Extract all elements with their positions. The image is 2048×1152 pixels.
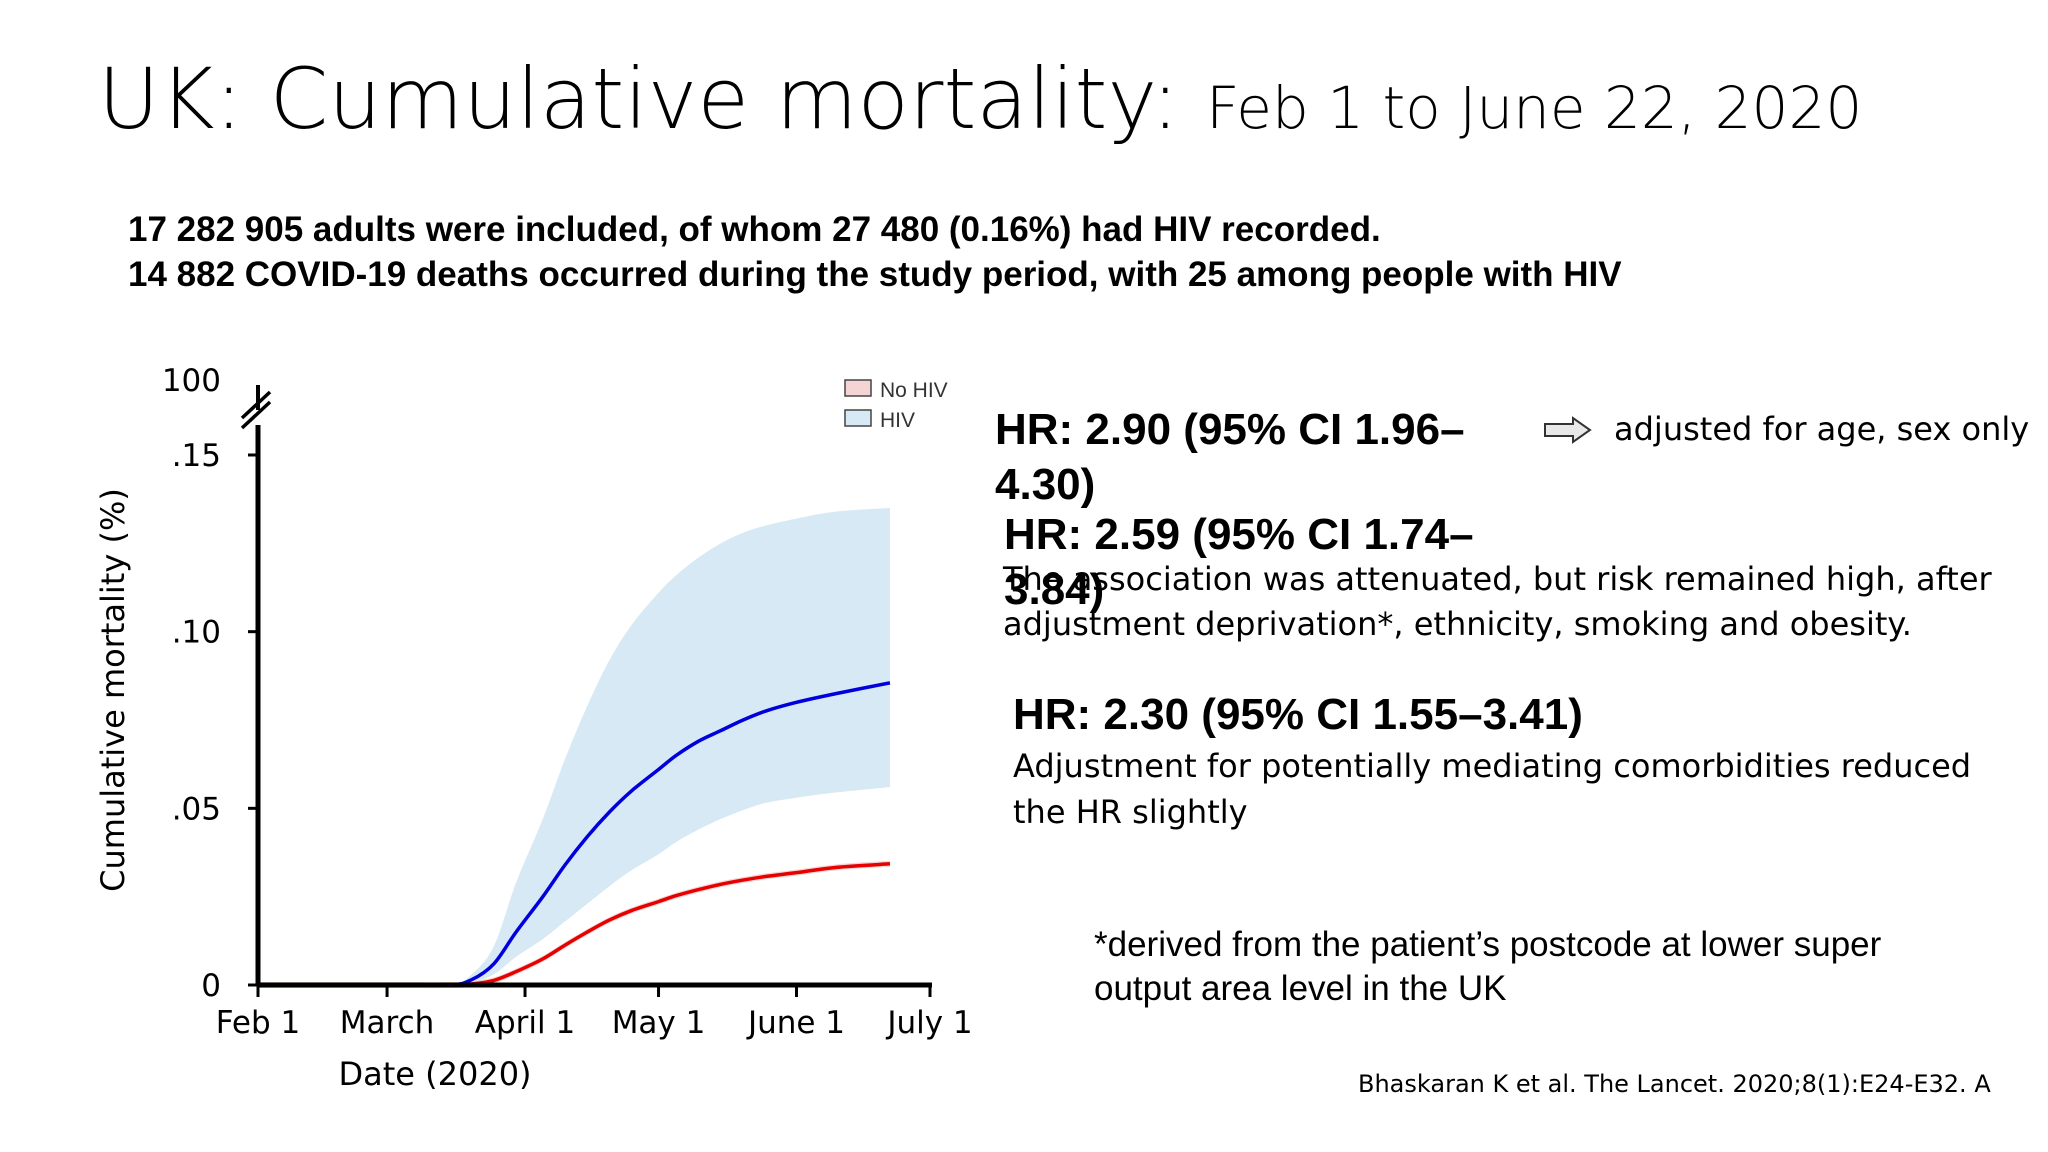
hr1-note: adjusted for age, sex only — [1614, 410, 2030, 448]
x-axis-title: Date (2020) — [338, 1055, 531, 1093]
y-tick-label-0: 0 — [201, 968, 221, 1004]
y-axis-title: Cumulative mortality (%) — [94, 488, 132, 892]
y-break-label: 100 — [162, 363, 221, 399]
hr3-note-line-2: the HR slightly — [1013, 793, 1248, 831]
x-tick-label-2: April 1 — [475, 1005, 575, 1041]
title-main: UK: Cumulative mortality: — [98, 50, 1180, 148]
x-tick-label-4: June 1 — [746, 1005, 845, 1041]
hr3-note-line-1: Adjustment for potentially mediating com… — [1013, 747, 1972, 785]
legend-swatch-no-hiv — [844, 379, 872, 397]
x-tick-label-3: May 1 — [612, 1005, 706, 1041]
hiv-confidence-band — [258, 508, 890, 986]
x-tick-label-5: July 1 — [885, 1005, 972, 1041]
x-tick-label-1: March — [340, 1005, 435, 1041]
series-line-hiv — [258, 681, 891, 988]
hr2-headline-line-1: HR: 2.59 (95% CI 1.74– — [1004, 510, 1474, 559]
y-tick-label-2: .10 — [172, 615, 221, 651]
summary-line-2: 14 882 COVID-19 deaths occurred during t… — [128, 255, 1622, 294]
axis-break-icon — [240, 390, 272, 430]
page-title: UK: Cumulative mortality: Feb 1 to June … — [98, 50, 1862, 148]
hr2-note-line-1: The association was attenuated, but risk… — [1003, 560, 1992, 598]
hr3-headline: HR: 2.30 (95% CI 1.55–3.41) — [1013, 690, 1583, 739]
legend-swatch-hiv — [844, 409, 872, 427]
citation: Bhaskaran K et al. The Lancet. 2020;8(1)… — [1358, 1070, 1991, 1098]
hr2-headline-line-2: 3.84) — [1004, 565, 1105, 614]
hr2-note-line-2: adjustment deprivation*, ethnicity, smok… — [1003, 605, 1912, 643]
y-tick-label-3: .15 — [172, 438, 221, 474]
hr1-headline-line-1: HR: 2.90 (95% CI 1.96– — [995, 405, 1465, 454]
summary-line-1: 17 282 905 adults were included, of whom… — [128, 210, 1381, 249]
legend: No HIV HIV — [844, 379, 948, 432]
legend-label-no-hiv: No HIV — [880, 379, 948, 402]
legend-label-hiv: HIV — [880, 409, 915, 432]
footnote-line-2: output area level in the UK — [1094, 969, 1507, 1008]
x-tick-label-0: Feb 1 — [216, 1005, 300, 1041]
footnote-line-1: *derived from the patient’s postcode at … — [1094, 925, 1882, 964]
y-tick-label-1: .05 — [172, 791, 221, 827]
hr1-headline-line-2: 4.30) — [995, 460, 1096, 509]
arrow-right-icon — [1544, 416, 1592, 444]
title-subtitle: Feb 1 to June 22, 2020 — [1206, 74, 1863, 142]
